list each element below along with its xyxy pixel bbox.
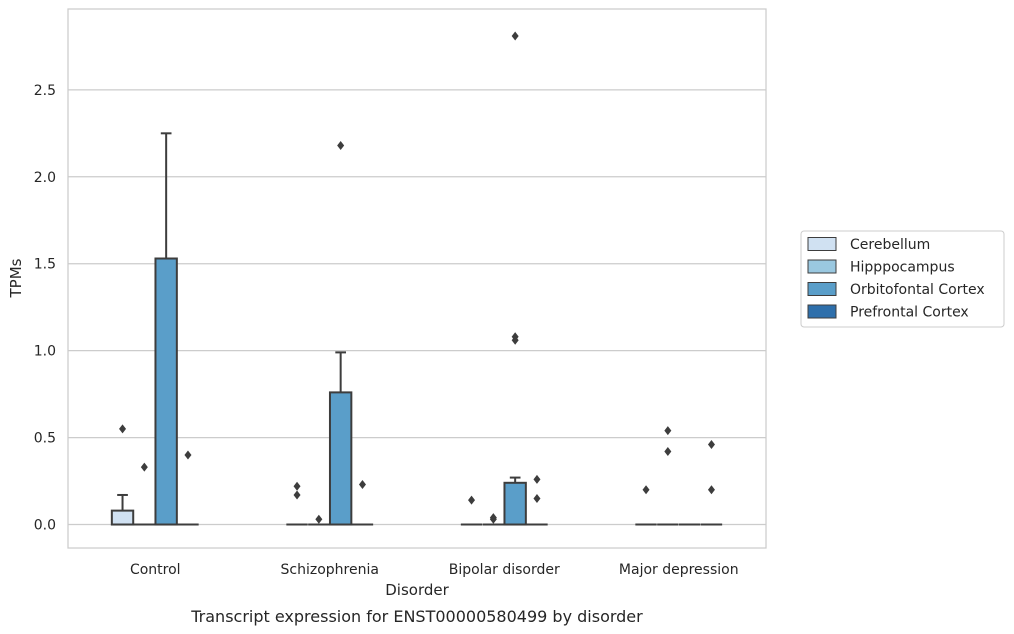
outlier-point bbox=[533, 493, 541, 503]
legend-frame bbox=[800, 230, 1005, 328]
legend-label: Prefrontal Cortex bbox=[850, 305, 969, 321]
outlier-point bbox=[140, 462, 148, 472]
outlier-point bbox=[511, 31, 519, 41]
outlier-point bbox=[337, 140, 345, 150]
outlier-point bbox=[664, 426, 672, 436]
box-groups bbox=[110, 31, 723, 526]
outlier-point bbox=[511, 332, 519, 342]
legend-swatch bbox=[807, 282, 837, 296]
outlier-point bbox=[358, 480, 366, 490]
box bbox=[154, 257, 178, 526]
box-group bbox=[635, 426, 723, 526]
outlier-point bbox=[184, 450, 192, 460]
legend-swatch bbox=[807, 304, 837, 319]
outlier-point bbox=[642, 485, 650, 495]
x-tick-label: Major depression bbox=[619, 562, 739, 578]
y-tick-label: 1.5 bbox=[34, 257, 56, 273]
y-tick-label: 1.0 bbox=[34, 344, 56, 360]
legend: Cerebellum Hipppocampus Orbitofontal Corte… bbox=[800, 230, 1005, 328]
x-tick-label: Control bbox=[130, 562, 181, 578]
y-axis-title: TPMs bbox=[7, 258, 25, 298]
outlier-point bbox=[664, 447, 672, 457]
legend-label: Hipppocampus bbox=[850, 260, 955, 276]
x-tick-label: Schizophrenia bbox=[281, 562, 379, 578]
legend-label: Orbitofontal Cortex bbox=[850, 282, 985, 298]
x-axis-title: Disorder bbox=[385, 581, 449, 599]
y-tick-label: 2.5 bbox=[34, 83, 56, 99]
outlier-point bbox=[315, 514, 323, 524]
x-tick-label: Bipolar disorder bbox=[449, 562, 560, 578]
outlier-point bbox=[468, 495, 476, 505]
box-group bbox=[460, 31, 548, 526]
y-tick-label: 0.0 bbox=[34, 518, 56, 534]
outlier-point bbox=[489, 513, 497, 523]
x-tick-labels: Control Schizophrenia Bipolar disorder Majo… bbox=[130, 562, 739, 578]
plot-frame bbox=[67, 8, 767, 549]
box bbox=[328, 391, 353, 526]
outlier-point bbox=[119, 424, 127, 434]
legend-swatch bbox=[807, 237, 837, 251]
legend-swatch bbox=[807, 259, 837, 274]
outlier-point bbox=[533, 474, 541, 484]
outlier-point bbox=[707, 440, 715, 450]
outlier-point bbox=[293, 490, 301, 500]
box bbox=[503, 481, 527, 526]
box-group bbox=[110, 132, 199, 526]
chart-caption: Transcript expression for ENST0000058049… bbox=[190, 607, 643, 626]
outlier-point bbox=[293, 481, 301, 491]
outlier-point bbox=[707, 485, 715, 495]
box-group bbox=[286, 140, 374, 526]
box bbox=[110, 509, 135, 526]
y-tick-label: 2.0 bbox=[34, 170, 56, 186]
legend-label: Cerebellum bbox=[850, 237, 930, 253]
y-tick-label: 0.5 bbox=[34, 431, 56, 447]
y-tick-labels: 0.0 0.5 1.0 1.5 2.0 2.5 bbox=[34, 83, 56, 534]
